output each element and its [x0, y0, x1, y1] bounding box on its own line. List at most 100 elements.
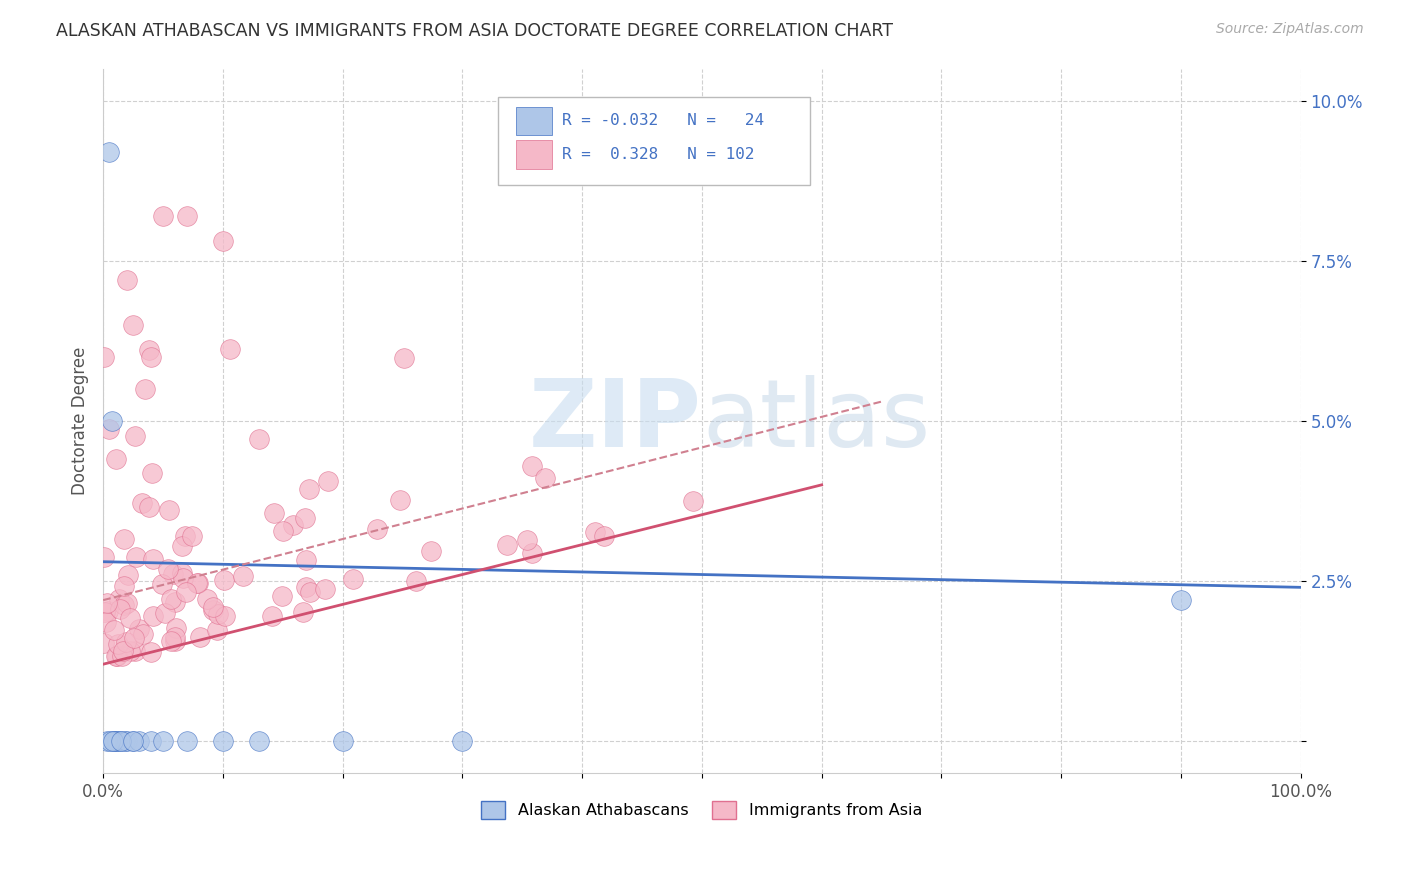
Point: [186, 575, 208, 590]
Point: [124, 644, 146, 658]
Point: [118, 611, 141, 625]
Text: ZIP: ZIP: [529, 375, 702, 467]
Point: [110, 734, 132, 748]
Point: [262, 609, 284, 624]
Point: [124, 429, 146, 443]
Point: [96, 596, 118, 610]
Point: [108, 592, 131, 607]
Text: atlas: atlas: [702, 375, 931, 467]
Point: [141, 466, 163, 480]
Point: [247, 734, 270, 748]
Point: [342, 572, 364, 586]
Point: [101, 734, 124, 748]
Point: [314, 582, 336, 596]
Point: [207, 623, 229, 637]
Point: [263, 506, 285, 520]
Point: [405, 574, 427, 588]
Point: [172, 570, 194, 584]
Point: [101, 734, 124, 748]
Point: [187, 575, 209, 590]
Point: [298, 482, 321, 496]
Point: [188, 630, 211, 644]
Point: [138, 500, 160, 514]
Point: [134, 382, 156, 396]
Point: [94, 605, 117, 619]
Point: [138, 343, 160, 357]
Point: [142, 608, 165, 623]
Point: [122, 318, 145, 332]
Point: [163, 630, 186, 644]
Point: [93, 549, 115, 564]
Point: [394, 351, 416, 366]
FancyBboxPatch shape: [498, 96, 810, 185]
Point: [128, 622, 150, 636]
Point: [131, 627, 153, 641]
Point: [105, 649, 128, 664]
Point: [592, 529, 614, 543]
Point: [111, 648, 134, 663]
Text: Source: ZipAtlas.com: Source: ZipAtlas.com: [1216, 22, 1364, 37]
Point: [115, 273, 138, 287]
Point: [107, 734, 129, 748]
Point: [112, 598, 135, 612]
Point: [122, 734, 145, 748]
Point: [139, 350, 162, 364]
Point: [152, 209, 174, 223]
Point: [516, 533, 538, 547]
Point: [104, 734, 127, 748]
Point: [181, 529, 204, 543]
Text: R =  0.328   N = 102: R = 0.328 N = 102: [562, 147, 754, 162]
Point: [165, 634, 187, 648]
Point: [283, 518, 305, 533]
Point: [118, 644, 141, 658]
Point: [212, 573, 235, 587]
Point: [105, 649, 128, 664]
Point: [105, 452, 128, 467]
Point: [291, 605, 314, 619]
Point: [366, 522, 388, 536]
Point: [117, 596, 139, 610]
Point: [98, 734, 121, 748]
Point: [110, 734, 132, 748]
Point: [141, 645, 163, 659]
Point: [451, 734, 474, 748]
Point: [295, 553, 318, 567]
Text: ALASKAN ATHABASCAN VS IMMIGRANTS FROM ASIA DOCTORATE DEGREE CORRELATION CHART: ALASKAN ATHABASCAN VS IMMIGRANTS FROM AS…: [56, 22, 893, 40]
Point: [318, 475, 340, 489]
Point: [125, 549, 148, 564]
Point: [165, 621, 187, 635]
Point: [201, 603, 224, 617]
Point: [271, 524, 294, 538]
Point: [176, 734, 198, 748]
Point: [212, 235, 235, 249]
Point: [152, 734, 174, 748]
Point: [172, 540, 194, 554]
Point: [163, 595, 186, 609]
Point: [294, 510, 316, 524]
Point: [520, 546, 543, 560]
Point: [98, 145, 121, 159]
Point: [1170, 593, 1192, 607]
Point: [139, 734, 162, 748]
Point: [96, 734, 118, 748]
Point: [212, 734, 235, 748]
Legend: Alaskan Athabascans, Immigrants from Asia: Alaskan Athabascans, Immigrants from Asi…: [475, 795, 929, 825]
Point: [97, 422, 120, 436]
Point: [298, 585, 321, 599]
Point: [270, 589, 292, 603]
Point: [420, 544, 443, 558]
Point: [585, 525, 607, 540]
Point: [93, 636, 115, 650]
Point: [176, 209, 198, 223]
Point: [533, 471, 555, 485]
Point: [107, 734, 129, 748]
Point: [112, 579, 135, 593]
Point: [117, 568, 139, 582]
Point: [174, 529, 197, 543]
Point: [160, 633, 183, 648]
Point: [495, 538, 517, 552]
Point: [93, 350, 115, 364]
Point: [115, 734, 138, 748]
Point: [219, 342, 242, 356]
Point: [131, 496, 153, 510]
